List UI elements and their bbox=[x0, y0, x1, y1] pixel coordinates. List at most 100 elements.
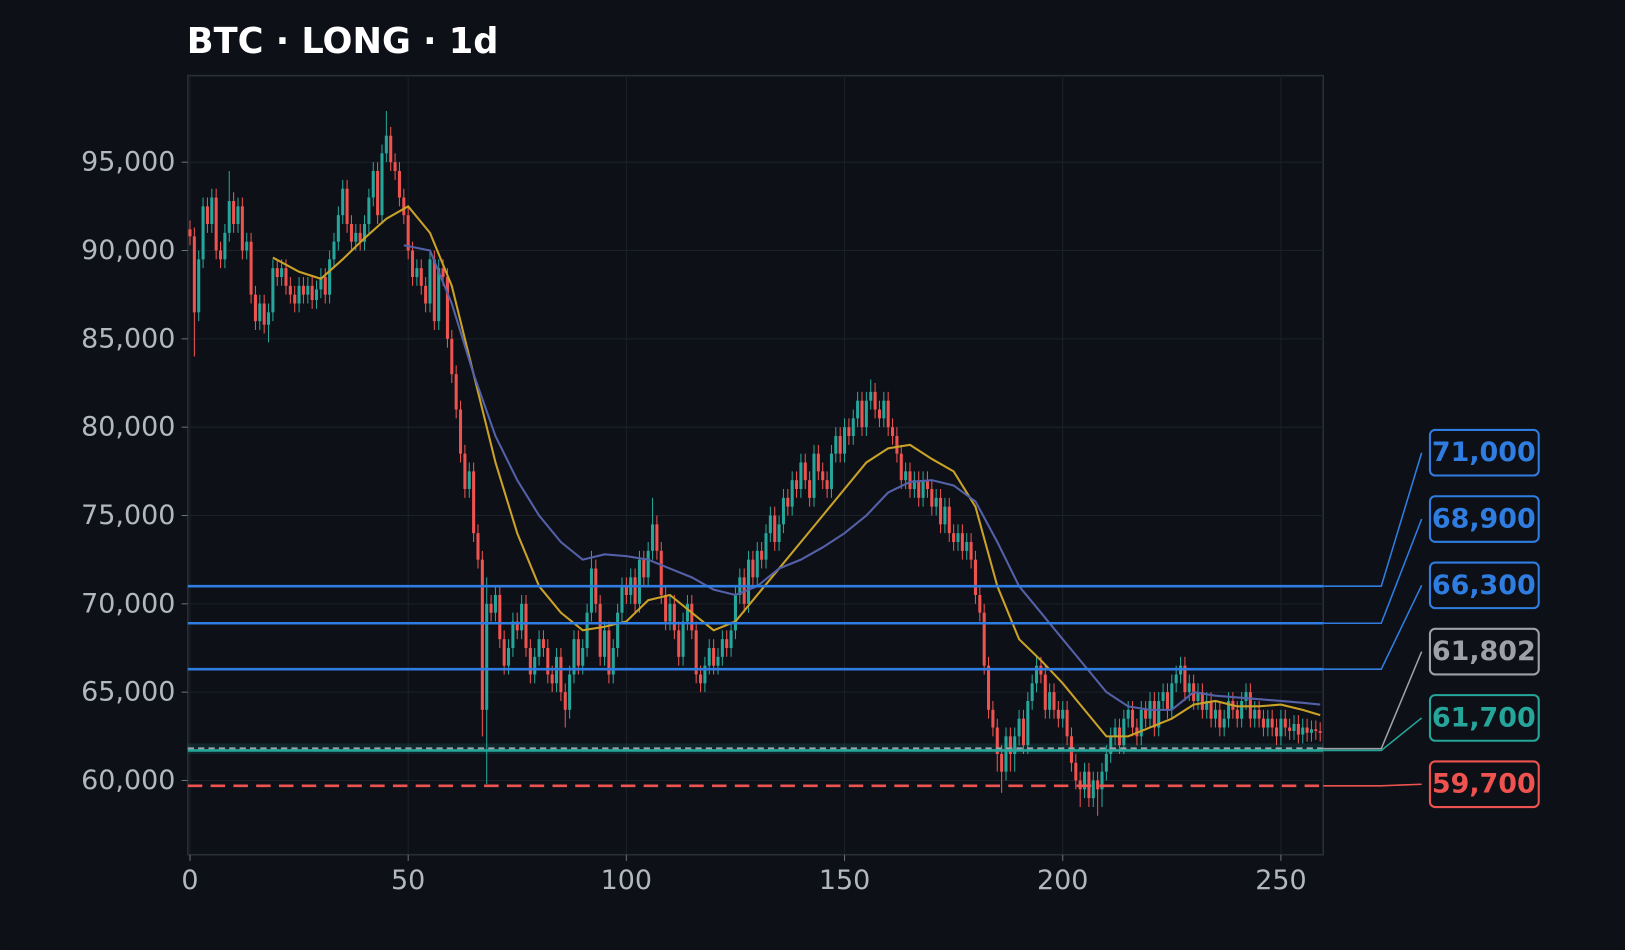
candle-body bbox=[459, 409, 463, 454]
candle-body bbox=[419, 268, 423, 286]
candle-body bbox=[821, 471, 825, 481]
candle-body bbox=[371, 171, 375, 198]
candle-body bbox=[1183, 665, 1187, 693]
candle-body bbox=[201, 206, 205, 260]
candle-body bbox=[1275, 727, 1279, 737]
candle-body bbox=[978, 595, 982, 613]
candle-body bbox=[511, 621, 515, 648]
candle-body bbox=[1122, 718, 1126, 746]
candle-body bbox=[899, 453, 903, 481]
x-tick-label: 50 bbox=[391, 865, 425, 896]
candle-body bbox=[336, 215, 340, 242]
candle-body bbox=[485, 603, 489, 710]
candle-body bbox=[524, 603, 528, 648]
candle-body bbox=[1270, 718, 1274, 728]
candle-body bbox=[297, 285, 301, 304]
candle-body bbox=[1021, 718, 1025, 746]
candle-body bbox=[480, 559, 484, 710]
candle-body bbox=[205, 206, 209, 225]
level-connector bbox=[1323, 783, 1422, 787]
candle-body bbox=[939, 497, 943, 525]
candle-body bbox=[812, 453, 816, 498]
candle-body bbox=[860, 400, 864, 428]
candle-body bbox=[301, 285, 305, 295]
candle-body bbox=[310, 285, 314, 300]
candle-body bbox=[275, 268, 279, 278]
candle-body bbox=[965, 542, 969, 551]
level-label-box bbox=[1428, 495, 1540, 543]
x-tick-label: 0 bbox=[181, 865, 198, 896]
candle-body bbox=[441, 268, 445, 278]
candle-body bbox=[489, 603, 493, 613]
level-zone bbox=[187, 743, 1324, 754]
candle-body bbox=[716, 656, 720, 666]
candle-body bbox=[803, 462, 807, 481]
candle-body bbox=[323, 277, 327, 295]
candle-body bbox=[808, 480, 812, 498]
level-connector bbox=[1323, 518, 1423, 625]
candle-body bbox=[973, 559, 977, 596]
candle-body bbox=[520, 603, 524, 631]
candle-body bbox=[1096, 780, 1100, 790]
candle-body bbox=[768, 515, 772, 534]
candle-body bbox=[795, 480, 799, 490]
moving-average-line bbox=[403, 244, 1321, 711]
candle-body bbox=[236, 206, 240, 225]
candle-body bbox=[1218, 709, 1222, 728]
candle-body bbox=[437, 268, 441, 322]
candle-body bbox=[1026, 700, 1030, 746]
x-tick-label: 100 bbox=[601, 865, 652, 896]
candle-body bbox=[947, 506, 951, 534]
candle-body bbox=[607, 630, 611, 675]
candle-body bbox=[411, 250, 415, 278]
candle-body bbox=[1279, 718, 1283, 737]
candle-body bbox=[428, 259, 432, 304]
level-label-box bbox=[1428, 760, 1540, 809]
candle-body bbox=[703, 665, 707, 684]
candle-body bbox=[672, 603, 676, 631]
candle-body bbox=[825, 480, 829, 490]
candle-body bbox=[1030, 683, 1034, 701]
candle-body bbox=[982, 612, 986, 666]
candle-body bbox=[240, 206, 244, 251]
candle-body bbox=[1266, 718, 1270, 728]
candle-body bbox=[786, 497, 790, 507]
candle-body bbox=[690, 603, 694, 631]
candle-body bbox=[921, 480, 925, 498]
candle-body bbox=[507, 647, 511, 666]
candle-body bbox=[681, 621, 685, 657]
candle-body bbox=[406, 215, 410, 251]
candle-body bbox=[877, 409, 881, 419]
candle-body bbox=[1104, 753, 1108, 772]
candle-body bbox=[1205, 700, 1209, 710]
candle-body bbox=[624, 586, 628, 596]
candle-body bbox=[1008, 736, 1012, 754]
candle-body bbox=[1139, 709, 1143, 737]
candle-body bbox=[1043, 674, 1047, 710]
candle-body bbox=[472, 471, 476, 534]
candle-body bbox=[397, 171, 401, 198]
candle-body bbox=[432, 259, 436, 322]
candle-body bbox=[415, 268, 419, 278]
candle-body bbox=[445, 277, 449, 339]
candle-body bbox=[253, 294, 257, 322]
candle-body bbox=[563, 692, 567, 710]
candle-body bbox=[1309, 729, 1313, 733]
candle-body bbox=[493, 595, 497, 613]
candle-body bbox=[668, 603, 672, 622]
candle-body bbox=[816, 453, 820, 472]
x-tick-label: 150 bbox=[819, 865, 870, 896]
level-label: 71,000 bbox=[1432, 437, 1536, 468]
candle-body bbox=[886, 400, 890, 428]
candle-body bbox=[1061, 709, 1065, 719]
candle-body bbox=[568, 674, 572, 710]
candle-body bbox=[249, 241, 253, 295]
candle-body bbox=[424, 285, 428, 304]
candle-body bbox=[271, 268, 275, 313]
candle-body bbox=[712, 647, 716, 666]
candle-body bbox=[843, 427, 847, 454]
candle-body bbox=[1004, 736, 1008, 772]
candle-body bbox=[284, 268, 288, 286]
candle-body bbox=[1109, 736, 1113, 754]
